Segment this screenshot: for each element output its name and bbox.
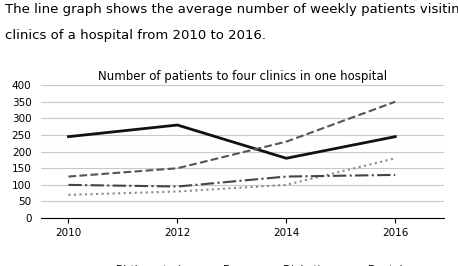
- Legend: Birth control, Eye, Diabetic, Dental: Birth control, Eye, Diabetic, Dental: [79, 261, 407, 266]
- Title: Number of patients to four clinics in one hospital: Number of patients to four clinics in on…: [98, 70, 387, 82]
- Text: The line graph shows the average number of weekly patients visiting four: The line graph shows the average number …: [5, 3, 458, 16]
- Text: clinics of a hospital from 2010 to 2016.: clinics of a hospital from 2010 to 2016.: [5, 29, 266, 42]
